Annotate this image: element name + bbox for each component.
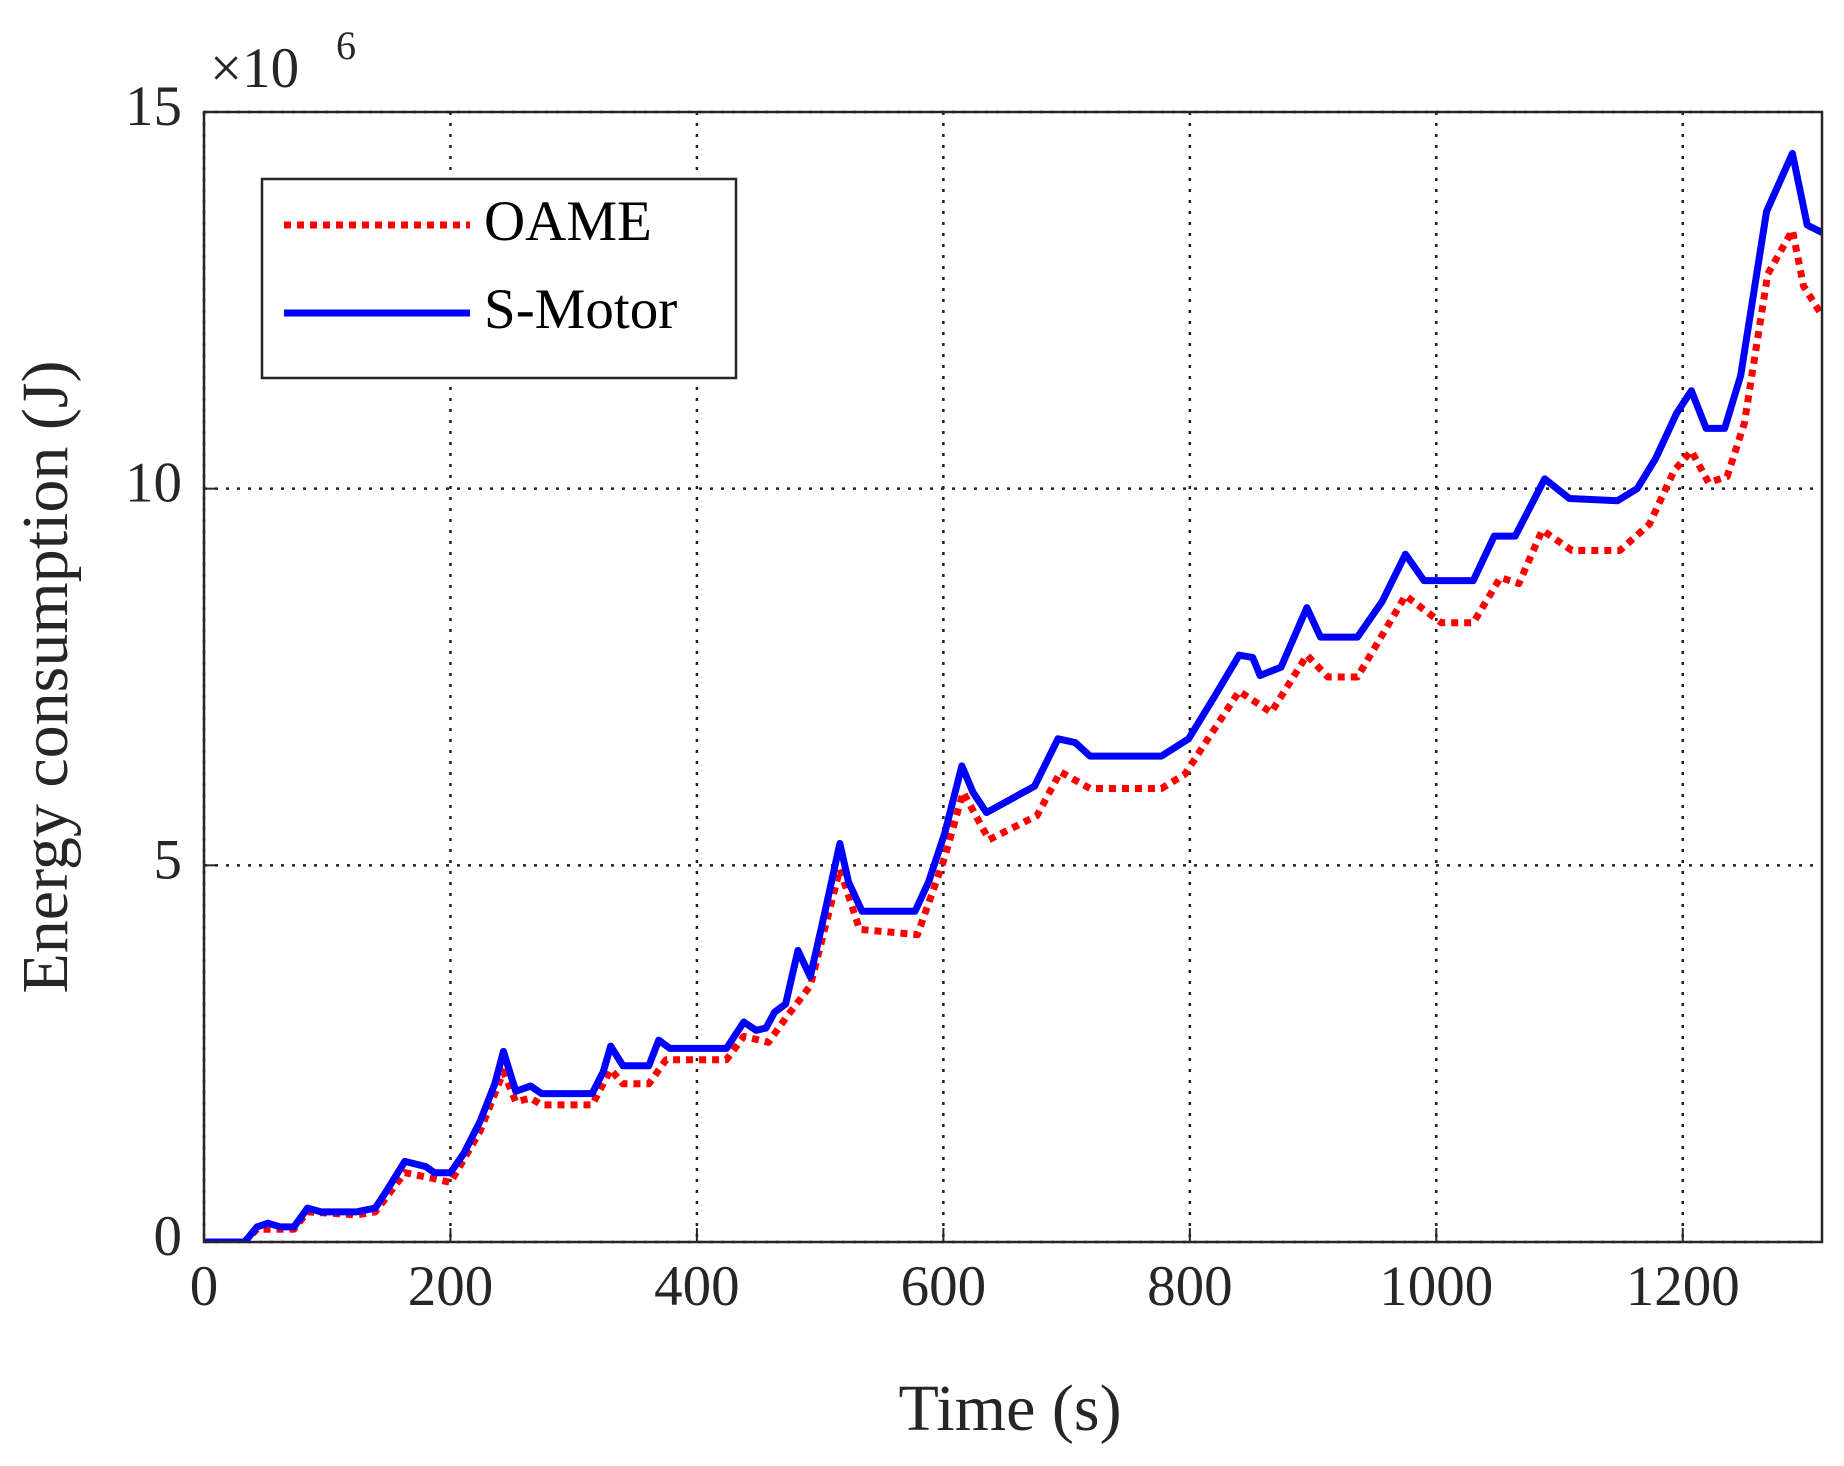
y-tick-label: 10: [125, 452, 182, 515]
y-tick-label: 0: [154, 1205, 183, 1268]
y-tick-label: 5: [154, 828, 183, 891]
legend-label: OAME: [484, 190, 652, 253]
x-tick-label: 1000: [1379, 1255, 1493, 1318]
y-tick-label: 15: [125, 75, 182, 138]
series-line: [204, 149, 1822, 1242]
y-multiplier-exponent: 6: [336, 23, 356, 68]
x-tick-label: 1200: [1626, 1255, 1740, 1318]
y-multiplier: ×10: [210, 37, 299, 100]
series-line: [204, 226, 1822, 1242]
x-tick-label: 800: [1147, 1255, 1233, 1318]
legend-box: [260, 177, 738, 380]
x-tick-label: 600: [901, 1255, 987, 1318]
plot-frame: [202, 110, 1824, 1244]
x-axis-label: Time (s): [898, 1372, 1121, 1445]
x-tick-label: 200: [408, 1255, 494, 1318]
x-tick-label: 0: [190, 1255, 219, 1318]
y-axis-label: Energy consumption (J): [9, 360, 82, 993]
legend-label: S-Motor: [484, 278, 677, 341]
x-tick-label: 400: [654, 1255, 740, 1318]
